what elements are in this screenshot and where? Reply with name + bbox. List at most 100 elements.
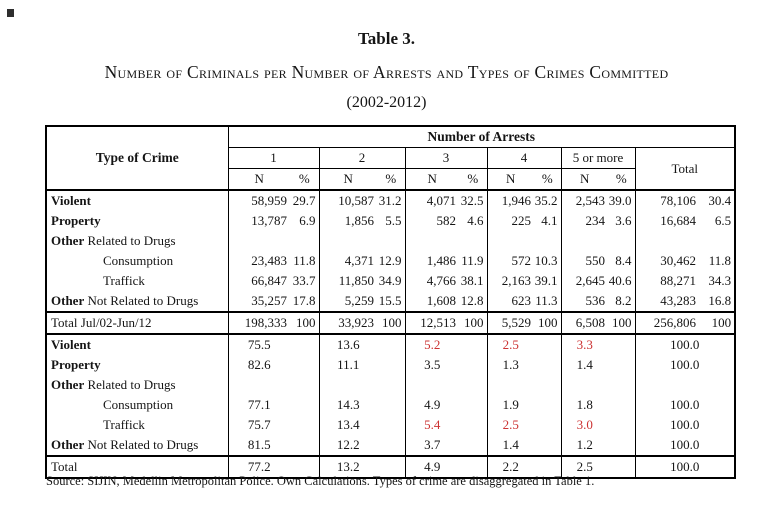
- value-cell-n: [318, 231, 377, 251]
- value-cell-share: 14.3: [318, 395, 377, 415]
- value-cell-share: 1.3: [486, 355, 534, 375]
- value-cell-share: 1.2: [560, 435, 608, 456]
- value-cell-n: 6,508: [560, 311, 608, 335]
- value-cell-share: 75.7: [227, 415, 290, 435]
- row-label: Property: [46, 211, 229, 231]
- value-cell-empty: [290, 355, 319, 375]
- value-cell-empty: [377, 375, 405, 395]
- row-label: Total Jul/02-Jun/12: [46, 311, 229, 335]
- table-row: Other Not Related to Drugs 35,257 17.8 5,25…: [46, 291, 735, 312]
- value-cell-share: 13.2: [318, 455, 377, 478]
- value-cell-share: 82.6: [227, 355, 290, 375]
- header-pct-4: %: [541, 171, 553, 186]
- value-cell-share: 4.9: [404, 395, 459, 415]
- value-cell-n: 30,462: [634, 251, 699, 271]
- header-group-1: 1: [227, 147, 319, 169]
- value-cell-empty: [534, 355, 561, 375]
- table-row: Other Related to Drugs: [46, 231, 735, 251]
- value-cell-share-total: 100.0: [634, 435, 736, 456]
- value-cell-share: 4.9: [404, 455, 459, 478]
- value-cell-share: 2.5: [486, 334, 534, 355]
- value-cell-pct: 11.9: [461, 253, 484, 268]
- value-cell-pct: 10.3: [534, 253, 558, 268]
- value-cell-share: [486, 375, 534, 395]
- row-label: Other Related to Drugs: [46, 231, 229, 251]
- table-row: Consumption 77.1 14.3 4.9 1.9 1.8 100.0: [46, 395, 736, 415]
- header-n-5: N: [560, 168, 608, 190]
- value-cell-pct: 16.8: [708, 293, 732, 308]
- value-cell-pct: 34.3: [708, 273, 732, 288]
- table-period: (2002-2012): [346, 94, 427, 111]
- value-cell-pct: 30.4: [699, 189, 736, 211]
- value-cell-share: 13.6: [318, 334, 377, 355]
- value-cell-share: 11.1: [318, 355, 377, 375]
- value-cell-n: 78,106: [634, 189, 699, 211]
- value-cell-pct: 11.3: [535, 293, 558, 308]
- value-cell-n: 225: [486, 211, 534, 231]
- value-cell-empty: [534, 455, 561, 478]
- value-cell-empty: [608, 415, 635, 435]
- source-note: Source: SIJIN, Medellin Metropolitan Pol…: [46, 474, 595, 488]
- table-row: Consumption 23,483 11.8 4,371 12.9 1,486 11.9 5…: [46, 251, 735, 271]
- value-cell-pct: 6.9: [299, 213, 316, 228]
- value-cell-share: [560, 375, 608, 395]
- value-cell-pct: 34.9: [378, 273, 402, 288]
- value-cell-share-total: 100.0: [634, 455, 736, 478]
- value-cell-empty: [534, 435, 561, 456]
- header-pct-5: %: [615, 171, 627, 186]
- value-cell-empty: [290, 375, 319, 395]
- header-group-2: 2: [318, 147, 405, 169]
- value-cell-empty: [608, 334, 635, 355]
- value-cell-share: 77.1: [227, 395, 290, 415]
- value-cell-share: 13.4: [318, 415, 377, 435]
- value-cell-n: 11,850: [318, 271, 377, 291]
- value-cell-n: 2,543: [560, 189, 608, 211]
- value-cell-n: 13,787: [227, 211, 290, 231]
- value-cell-empty: [290, 435, 319, 456]
- value-cell-pct: 31.2: [377, 189, 405, 211]
- value-cell-n: 5,259: [318, 291, 377, 312]
- value-cell-empty: [377, 455, 405, 478]
- value-cell-share: 5.2: [404, 334, 459, 355]
- value-cell-pct: 11.8: [708, 253, 732, 268]
- value-cell-n: 1,608: [404, 291, 459, 312]
- value-cell-n: 16,684: [634, 211, 699, 231]
- value-cell-empty: [534, 334, 561, 355]
- value-cell-n: [227, 231, 290, 251]
- value-cell-share: 12.2: [318, 435, 377, 456]
- row-label: Other Related to Drugs: [46, 375, 229, 395]
- value-cell-pct: 29.7: [290, 189, 319, 211]
- value-cell-n: 572: [486, 251, 534, 271]
- value-cell-share: 3.3: [560, 334, 608, 355]
- table-number-title: Table 3.: [357, 29, 415, 48]
- value-cell-pct: [459, 231, 487, 251]
- value-cell-pct: 4.1: [541, 213, 558, 228]
- row-label: Other Not Related to Drugs: [46, 435, 229, 456]
- header-number-of-arrests: Number of Arrests: [228, 126, 736, 148]
- value-cell-n: 43,283: [634, 291, 699, 312]
- value-cell-share-total: 100.0: [634, 415, 736, 435]
- value-cell-n: 10,587: [318, 189, 377, 211]
- value-cell-pct: 40.6: [608, 273, 632, 288]
- header-n-3: N: [404, 168, 459, 190]
- row-label: Traffick: [46, 415, 229, 435]
- value-cell-n: 88,271: [634, 271, 699, 291]
- value-cell-share: 3.7: [404, 435, 459, 456]
- value-cell-pct: [377, 231, 405, 251]
- table-header: Type of Crime Number of Arrests 1 2 3 4 …: [46, 126, 736, 190]
- value-cell-share: 75.5: [227, 334, 290, 355]
- value-cell-pct: [290, 231, 319, 251]
- value-cell-empty: [377, 355, 405, 375]
- value-cell-n: [634, 231, 699, 251]
- value-cell-share: [227, 375, 290, 395]
- value-cell-n: 256,806: [634, 311, 699, 335]
- value-cell-empty: [608, 375, 635, 395]
- value-cell-pct: 15.5: [378, 293, 402, 308]
- value-cell-n: 4,371: [318, 251, 377, 271]
- value-cell-pct: 100: [608, 311, 635, 335]
- row-label: Violent: [46, 189, 229, 211]
- value-cell-share: 1.9: [486, 395, 534, 415]
- value-cell-empty: [377, 395, 405, 415]
- header-group-4: 4: [486, 147, 561, 169]
- value-cell-n: 4,766: [404, 271, 459, 291]
